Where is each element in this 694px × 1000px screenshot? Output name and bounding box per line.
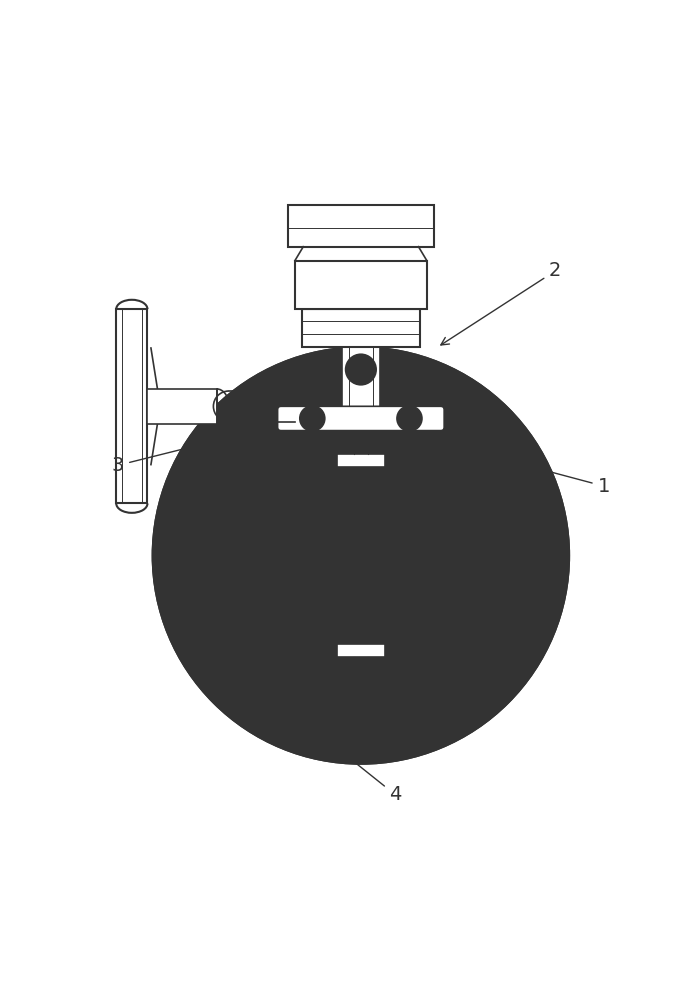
Circle shape <box>394 488 425 519</box>
Circle shape <box>394 592 425 623</box>
Circle shape <box>532 540 562 571</box>
Circle shape <box>253 379 283 410</box>
Circle shape <box>297 488 328 519</box>
Circle shape <box>253 701 283 732</box>
Bar <box>341 347 380 420</box>
Bar <box>117 309 148 503</box>
Circle shape <box>300 406 325 431</box>
Text: 1: 1 <box>504 458 610 496</box>
Circle shape <box>297 592 328 623</box>
Text: 3: 3 <box>112 430 253 475</box>
Circle shape <box>397 406 422 431</box>
Circle shape <box>507 633 537 664</box>
Bar <box>295 261 427 309</box>
Bar <box>337 454 385 467</box>
Bar <box>302 309 420 347</box>
Bar <box>147 389 217 424</box>
Text: 4: 4 <box>295 714 402 804</box>
Bar <box>337 644 385 657</box>
Circle shape <box>346 726 376 757</box>
Circle shape <box>153 347 569 764</box>
Text: 2: 2 <box>441 261 561 345</box>
Circle shape <box>346 354 376 385</box>
Circle shape <box>253 448 468 663</box>
Circle shape <box>439 379 469 410</box>
Circle shape <box>160 540 190 571</box>
Circle shape <box>185 447 215 478</box>
Bar <box>288 205 434 247</box>
Circle shape <box>185 633 215 664</box>
FancyBboxPatch shape <box>278 406 444 431</box>
Circle shape <box>507 447 537 478</box>
Circle shape <box>439 701 469 732</box>
